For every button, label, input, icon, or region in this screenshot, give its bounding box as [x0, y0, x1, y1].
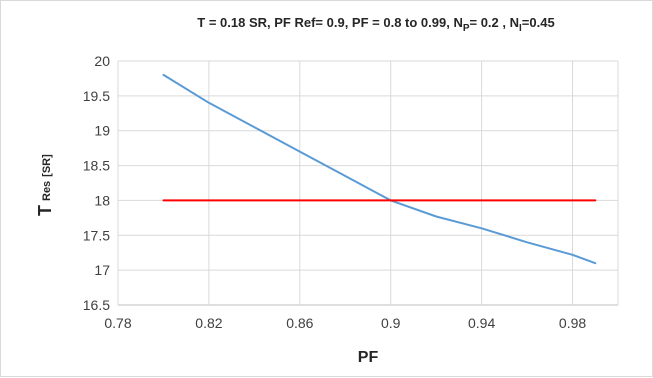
- y-tick-label: 20: [94, 53, 110, 69]
- y-tick-label: 19.5: [83, 88, 110, 104]
- series-lines: [162, 73, 597, 265]
- x-tick-label: 0.9: [381, 315, 401, 331]
- x-tick-label: 0.86: [286, 315, 313, 331]
- x-tick-label: 0.82: [195, 315, 222, 331]
- x-tick-label: 0.98: [559, 315, 586, 331]
- x-tick-labels: 0.78 0.82 0.86 0.9 0.94 0.98: [104, 315, 586, 331]
- y-tick-label: 19: [94, 123, 110, 139]
- y-tick-label: 17.5: [83, 227, 110, 243]
- y-tick-labels: 16.5 17 17.5 18 18.5 19 19.5 20: [83, 53, 110, 313]
- y-axis-title: TRes[SR]: [35, 154, 55, 216]
- y-tick-label: 18: [94, 192, 110, 208]
- gridlines: [117, 60, 619, 306]
- y-tick-label: 18.5: [83, 158, 110, 174]
- chart-title: T = 0.18 SR, PF Ref= 0.9, PF = 0.8 to 0.…: [197, 15, 554, 34]
- x-tick-label: 0.94: [468, 315, 495, 331]
- y-tick-label: 17: [94, 262, 110, 278]
- y-tick-label: 16.5: [83, 297, 110, 313]
- x-tick-label: 0.78: [104, 315, 131, 331]
- x-axis-title: PF: [358, 349, 379, 366]
